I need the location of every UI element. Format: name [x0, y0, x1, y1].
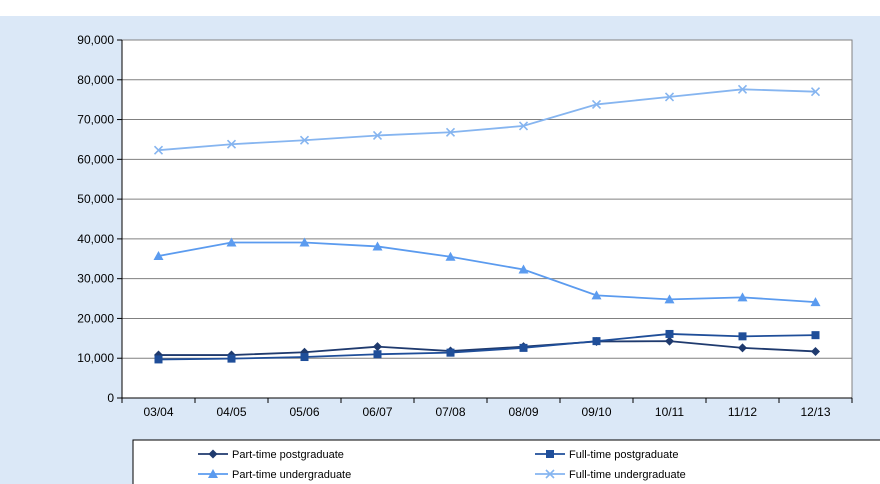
series-3: [153, 84, 821, 155]
data-point: [518, 121, 529, 131]
data-point: [811, 331, 820, 340]
data-point: [519, 343, 528, 352]
data-point: [372, 241, 383, 251]
data-point: [810, 297, 821, 307]
x-tick-label: 03/04: [143, 405, 173, 419]
data-point: [299, 135, 310, 145]
legend: Part-time postgraduate Full-time postgrad…: [198, 449, 686, 481]
data-point: [665, 329, 674, 338]
data-point: [592, 337, 601, 346]
data-point: [518, 264, 529, 274]
legend-marker: [208, 469, 218, 478]
legend-label: Full-time undergraduate: [569, 469, 686, 481]
data-point: [445, 251, 456, 261]
legend-item: Part-time undergraduate: [198, 469, 351, 481]
x-tick-label: 05/06: [289, 405, 319, 419]
y-tick-label: 70,000: [77, 113, 114, 127]
data-point: [811, 346, 820, 356]
data-point: [664, 92, 675, 102]
data-point: [810, 87, 821, 97]
data-point: [738, 332, 747, 341]
data-point: [664, 294, 675, 304]
x-tick-label: 09/10: [581, 405, 611, 419]
series-2: [153, 237, 821, 307]
x-tick-label: 06/07: [362, 405, 392, 419]
y-tick-label: 40,000: [77, 232, 114, 246]
data-point: [445, 127, 456, 137]
x-axis: 03/04 04/05 05/06 06/07 07/08 08/09 09/10 10/11…: [121, 397, 853, 419]
legend-marker: [545, 469, 555, 479]
plot-area: [121, 39, 853, 399]
data-point: [299, 237, 310, 247]
y-tick-label: 10,000: [77, 351, 114, 365]
x-tick-label: 11/12: [728, 405, 757, 419]
data-point: [591, 99, 602, 110]
data-point: [153, 145, 164, 155]
data-point: [227, 354, 236, 363]
line-chart: 0 10,000 20,000 30,000 40,000 50,000 60,000 70,…: [77, 33, 880, 484]
legend-label: Part-time undergraduate: [232, 469, 351, 481]
chart-panel: 0 10,000 20,000 30,000 40,000 50,000 60,000 70,…: [0, 16, 880, 484]
data-point: [591, 290, 602, 300]
series-line: [158, 241, 816, 304]
y-tick-label: 50,000: [77, 192, 114, 206]
y-tick-label: 60,000: [77, 152, 114, 166]
data-point: [300, 353, 309, 362]
legend-box: [132, 439, 880, 484]
legend-label: Part-time postgraduate: [232, 449, 344, 461]
series-line: [158, 340, 816, 356]
legend-label: Full-time postgraduate: [569, 449, 678, 461]
data-point: [372, 130, 383, 141]
clipped-heading-strip: [0, 0, 880, 16]
y-tick-label: 30,000: [77, 272, 114, 286]
y-tick-label: 90,000: [77, 33, 114, 47]
data-point: [373, 342, 382, 352]
data-point: [737, 84, 748, 94]
series-line: [158, 88, 816, 152]
data-point: [737, 292, 748, 302]
y-axis: 0 10,000 20,000 30,000 40,000 50,000 60,000 70,…: [77, 33, 123, 405]
legend-item: Full-time postgraduate: [535, 449, 678, 461]
data-point: [665, 336, 674, 346]
legend-marker: [208, 449, 218, 459]
y-tick-label: 80,000: [77, 73, 114, 87]
data-point: [226, 237, 237, 247]
legend-marker: [546, 450, 554, 458]
series-1: [154, 329, 820, 364]
data-point: [446, 348, 455, 357]
data-point: [738, 343, 747, 353]
x-tick-label: 07/08: [435, 405, 465, 419]
data-point: [153, 250, 164, 260]
data-point: [226, 139, 237, 149]
x-tick-label: 12/13: [800, 405, 830, 419]
x-tick-label: 08/09: [508, 405, 538, 419]
x-tick-label: 10/11: [655, 405, 684, 419]
series-layer: [153, 84, 821, 364]
series-line: [158, 333, 816, 361]
y-tick-label: 20,000: [77, 311, 114, 325]
data-point: [373, 350, 382, 359]
legend-item: Full-time undergraduate: [535, 469, 686, 481]
y-tick-label: 0: [107, 391, 114, 405]
data-point: [154, 355, 163, 364]
legend-item: Part-time postgraduate: [198, 449, 344, 461]
x-tick-label: 04/05: [216, 405, 246, 419]
